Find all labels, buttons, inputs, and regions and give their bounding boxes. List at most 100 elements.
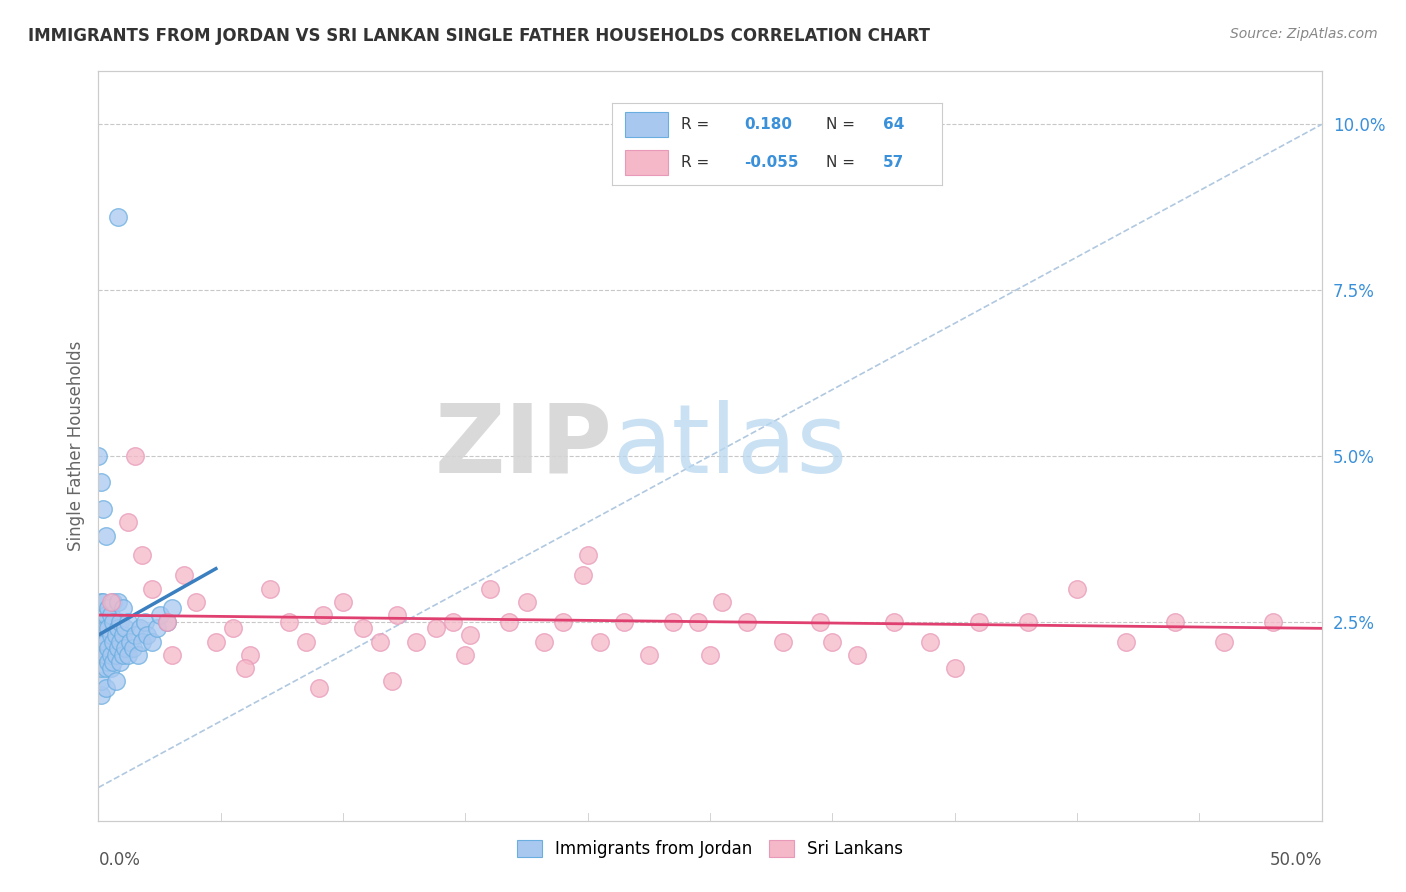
Point [186,595,208,609]
Point [735,615,758,629]
Point [1017,615,1039,629]
Point [381,674,404,689]
Point [967,615,990,629]
Point [101,655,124,669]
Point [110,634,132,648]
Text: N =: N = [827,117,855,132]
Point [141,634,163,648]
Point [94,621,117,635]
Point [111,648,134,662]
Point [156,615,179,629]
Bar [624,112,668,137]
Point [134,615,156,629]
Point [90,615,112,629]
Text: 0.0%: 0.0% [98,851,141,869]
Text: 50.0%: 50.0% [1270,851,1322,869]
Point [110,615,132,629]
Point [160,601,183,615]
Point [772,634,794,648]
Point [454,648,477,662]
Point [107,621,129,635]
Point [943,661,966,675]
Point [149,608,172,623]
Point [107,211,129,225]
Point [90,688,112,702]
Point [572,568,595,582]
Point [101,595,124,609]
Point [312,608,335,623]
Point [1115,634,1137,648]
Point [613,615,636,629]
Point [131,549,153,563]
Point [136,628,159,642]
Text: 0.180: 0.180 [744,117,792,132]
Point [498,615,520,629]
Point [478,582,501,596]
Point [104,648,127,662]
Point [91,595,114,609]
Point [91,628,114,642]
Point [1066,582,1088,596]
Point [711,595,734,609]
Point [131,634,153,648]
Point [90,674,112,689]
Point [104,674,127,689]
Point [1261,615,1284,629]
Point [124,628,146,642]
Point [90,595,112,609]
Point [308,681,330,695]
Text: atlas: atlas [612,400,848,492]
Point [117,648,139,662]
Text: R =: R = [681,117,709,132]
Point [87,634,110,648]
Point [100,608,122,623]
Point [94,634,117,648]
Point [107,641,129,656]
Point [233,661,256,675]
Point [97,655,120,669]
Point [90,475,112,490]
Text: -0.055: -0.055 [744,155,799,170]
Point [120,634,142,648]
Text: R =: R = [681,155,709,170]
Text: 64: 64 [883,117,904,132]
Point [405,634,427,648]
Point [101,615,124,629]
Point [205,634,228,648]
Point [91,648,114,662]
Point [141,582,163,596]
Point [87,449,110,463]
Point [425,621,447,635]
Point [90,661,112,675]
Point [104,628,127,642]
Point [97,621,120,635]
Point [1212,634,1234,648]
Point [259,582,281,596]
Point [111,628,134,642]
Point [845,648,868,662]
Point [114,641,136,656]
Point [808,615,831,629]
Point [94,681,117,695]
Point [576,549,599,563]
Point [146,621,169,635]
Point [821,634,844,648]
Point [920,634,942,648]
Point [173,568,195,582]
Point [114,621,136,635]
Point [883,615,905,629]
Point [127,648,149,662]
Point [110,655,132,669]
Point [352,621,374,635]
Point [385,608,408,623]
Point [100,628,122,642]
Point [117,515,139,529]
Point [662,615,685,629]
Point [160,648,183,662]
Point [100,595,122,609]
Point [117,615,139,629]
Point [332,595,354,609]
Point [553,615,575,629]
Point [1164,615,1187,629]
Point [124,449,146,463]
